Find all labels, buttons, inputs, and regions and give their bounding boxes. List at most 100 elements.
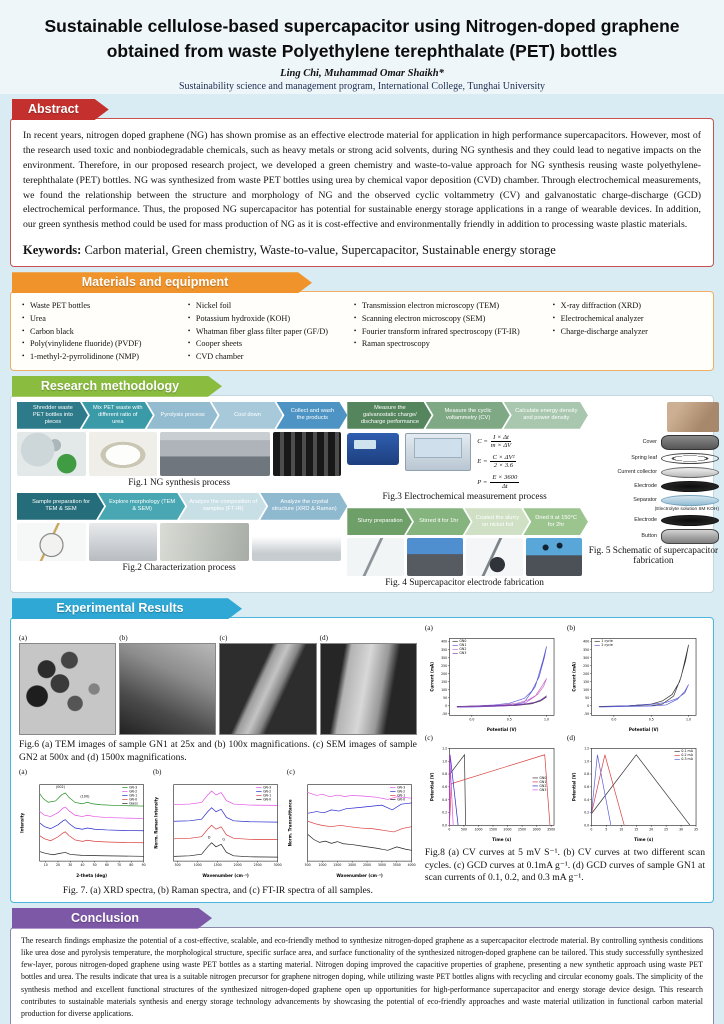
svg-text:0.0: 0.0 <box>584 824 589 828</box>
layer-label: Current collector <box>617 469 657 476</box>
process-step: Analyze the crystal structure (XRD & Ram… <box>260 493 347 520</box>
panel-label: (b) <box>119 634 128 643</box>
fig7-panel-b: (b) 500 1000 1500 2000 2500 3000 D G Wavenumber (… <box>153 768 283 881</box>
fig4-caption: Fig. 4 Supercapacitor electrode fabricat… <box>385 578 544 589</box>
results-left-column: (a) (b) (c) (d) Fig.6 (a) TEM images of … <box>19 624 417 897</box>
energy-formula: E = C × ΔV² 2 × 3.6 <box>477 453 517 470</box>
svg-text:0.5: 0.5 <box>507 718 512 722</box>
fig5-layer-row: Separator <box>588 494 719 506</box>
svg-text:3000: 3000 <box>532 828 540 832</box>
photo-charge-discharge-analyzer <box>347 432 400 465</box>
fig6-panel-a: (a) <box>19 624 117 736</box>
material-item: Urea <box>21 313 179 326</box>
svg-text:GN-0: GN-0 <box>263 798 271 802</box>
svg-text:20: 20 <box>56 863 60 867</box>
svg-text:GN-3: GN-3 <box>397 786 405 790</box>
svg-text:0.3 mA: 0.3 mA <box>681 757 693 761</box>
conclusion-section-banner: Conclusion <box>12 908 212 929</box>
svg-text:2 cycle: 2 cycle <box>601 643 612 647</box>
svg-text:500: 500 <box>305 863 311 867</box>
svg-text:0.5: 0.5 <box>649 718 654 722</box>
panel-label: (c) <box>286 768 295 777</box>
svg-text:150: 150 <box>441 680 447 684</box>
svg-text:0.8: 0.8 <box>584 772 589 776</box>
svg-text:2500: 2500 <box>518 828 526 832</box>
abstract-box: In recent years, nitrogen doped graphene… <box>10 118 714 268</box>
svg-text:60: 60 <box>105 863 109 867</box>
capacitance-formula: C = I × Δt m × ΔV <box>477 433 512 450</box>
photo-ftir-machine <box>252 522 342 561</box>
materials-columns: Waste PET bottles Urea Carbon black Poly… <box>21 300 703 364</box>
fig5-layer-row: Current collector <box>588 466 719 478</box>
svg-text:Potential (V): Potential (V) <box>571 773 576 802</box>
fig3-block: Measure the galvanostatic charge/ discha… <box>347 402 582 588</box>
svg-text:Time (s): Time (s) <box>492 837 511 842</box>
svg-text:GN-3: GN-3 <box>263 786 271 790</box>
abstract-text: In recent years, nitrogen doped graphene… <box>23 130 701 231</box>
svg-text:GN-3: GN-3 <box>129 786 137 790</box>
photo-drying-plate <box>525 538 582 577</box>
panel-label: (a) <box>424 624 433 633</box>
material-item: Carbon black <box>21 326 179 339</box>
keywords-value: Carbon material, Green chemistry, Waste-… <box>81 243 556 258</box>
sem-image-1500x <box>319 643 417 736</box>
material-item: Cooper sheets <box>187 338 345 351</box>
process-step: Dried it at 150°C for 2hr <box>523 508 588 535</box>
energy-density-formulas: C = I × Δt m × ΔV E = C × ΔV² 2 × 3.6 P = E ×… <box>477 433 520 490</box>
svg-text:15: 15 <box>634 828 638 832</box>
fig8-charts: (a) 0.0 0.5 1.0 -50 0 50 100 150 200 250 300 350 400 P… <box>425 624 705 843</box>
svg-text:1.0: 1.0 <box>442 760 447 764</box>
tem-image-100x <box>119 643 217 736</box>
fig3-caption: Fig.3 Electrochemical measurement proces… <box>382 492 547 503</box>
svg-text:0.1 mA: 0.1 mA <box>681 749 693 753</box>
svg-text:1000: 1000 <box>194 863 202 867</box>
layer-label: Separator <box>633 497 657 504</box>
svg-text:0.0: 0.0 <box>469 718 474 722</box>
electrode-shape <box>660 480 719 492</box>
fig5-layer-row: Cover <box>588 434 719 450</box>
svg-text:70: 70 <box>117 863 121 867</box>
material-item: X-ray diffraction (XRD) <box>552 300 703 313</box>
svg-text:0.2: 0.2 <box>442 811 447 815</box>
svg-text:200: 200 <box>441 672 447 676</box>
sem-image-500x <box>219 643 317 736</box>
svg-text:0.8: 0.8 <box>442 772 447 776</box>
photo-collected-products <box>272 431 342 476</box>
svg-text:(002): (002) <box>56 785 66 789</box>
svg-text:2500: 2500 <box>363 863 371 867</box>
svg-text:250: 250 <box>583 664 589 668</box>
svg-text:GN1: GN1 <box>539 780 546 784</box>
methodology-section-banner: Research methodology <box>12 376 222 397</box>
svg-text:500: 500 <box>175 863 181 867</box>
svg-text:3000: 3000 <box>274 863 282 867</box>
xrd-spectra-chart: 10 20 30 40 50 60 70 80 90 (002) (100) 2-theta (deg… <box>19 777 149 881</box>
svg-text:1000: 1000 <box>474 828 482 832</box>
fig6-panel-b: (b) <box>119 624 217 736</box>
svg-text:GN-2: GN-2 <box>397 790 405 794</box>
svg-text:1500: 1500 <box>489 828 497 832</box>
svg-text:GN-1: GN-1 <box>397 794 405 798</box>
panel-label: (d) <box>319 634 329 643</box>
fig8-panel-a: (a) 0.0 0.5 1.0 -50 0 50 100 150 200 250 300 350 400 P… <box>425 624 563 733</box>
photo-sample-prep <box>17 522 86 561</box>
svg-text:G: G <box>222 838 225 842</box>
svg-text:2000: 2000 <box>348 863 356 867</box>
conclusion-box: The research findings emphasize the pote… <box>10 926 714 1024</box>
photo-tem-machine <box>88 522 158 561</box>
cv-curves-chart: 0.0 0.5 1.0 -50 0 50 100 150 200 250 300 350 400 Pote… <box>425 633 563 733</box>
fig8-panel-c: (c) 0 500 1000 1500 2000 2500 3000 3500 0.0 0.2 0.4… <box>425 734 563 843</box>
svg-text:400: 400 <box>441 640 447 644</box>
photo-stirrer-plate <box>406 538 464 577</box>
material-item: Waste PET bottles <box>21 300 179 313</box>
layer-label: Electrode <box>634 517 657 524</box>
svg-text:100: 100 <box>583 688 589 692</box>
svg-text:50: 50 <box>443 696 447 700</box>
materials-section-banner: Materials and equipment <box>12 272 312 293</box>
svg-text:2500: 2500 <box>254 863 262 867</box>
svg-text:1500: 1500 <box>333 863 341 867</box>
materials-column-2: Nickel foil Potassium hydroxide (KOH) Wh… <box>187 300 345 364</box>
svg-text:Wavenumber (cm⁻¹): Wavenumber (cm⁻¹) <box>202 873 249 878</box>
panel-label: (d) <box>566 734 576 743</box>
photo-shredded-pet <box>17 431 86 476</box>
electrode-shape <box>660 514 719 526</box>
